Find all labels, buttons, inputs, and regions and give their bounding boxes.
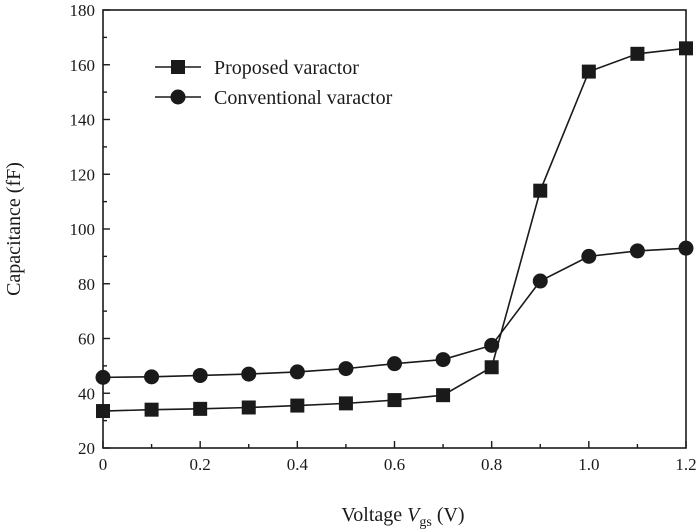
square-marker — [436, 388, 451, 403]
axes: 0 0.2 0.4 0.6 0.8 1.0 1.2 20 40 60 80 100 120 140 160 1… — [70, 1, 697, 474]
square-marker — [241, 400, 256, 415]
circle-marker — [289, 364, 305, 380]
square-marker — [144, 402, 159, 417]
x-axis-title-variable: V — [407, 504, 422, 526]
x-tick-label: 1.0 — [578, 455, 599, 474]
y-axis-title: Capacitance (fF) — [3, 162, 25, 296]
y-tick-label: 80 — [78, 275, 95, 294]
plot-frame — [102, 9, 687, 449]
y-tick-label: 140 — [70, 111, 96, 130]
square-marker — [193, 401, 208, 416]
circle-marker — [144, 369, 160, 385]
square-marker — [338, 396, 353, 411]
y-tick-label: 60 — [78, 330, 95, 349]
legend-marker — [171, 60, 185, 74]
square-marker — [484, 360, 499, 375]
x-tick-label: 0.6 — [384, 455, 405, 474]
x-axis-title-subscript: gs — [419, 515, 431, 530]
x-axis-title: Voltage Vgs (V) — [341, 504, 464, 530]
circle-marker — [241, 366, 257, 382]
legend-label: Conventional varactor — [214, 87, 393, 109]
circle-marker — [338, 361, 354, 377]
legend: Proposed varactor Conventional varactor — [155, 57, 393, 109]
legend-label: Proposed varactor — [214, 57, 359, 79]
circle-marker — [435, 352, 451, 368]
x-axis-title-prefix: Voltage — [341, 504, 407, 526]
x-axis-title-suffix: (V) — [432, 504, 465, 526]
legend-marker — [170, 89, 186, 105]
square-marker — [290, 398, 305, 413]
square-marker — [581, 64, 596, 79]
series-proposed — [96, 41, 693, 419]
legend-item: Proposed varactor — [155, 57, 359, 79]
y-tick-label: 180 — [70, 1, 96, 20]
circle-marker — [678, 240, 694, 256]
circle-marker — [387, 356, 402, 372]
x-tick-label: 0.8 — [481, 455, 502, 474]
x-tick-label: 0.4 — [287, 455, 309, 474]
circle-marker — [95, 369, 111, 385]
x-tick-label: 1.2 — [675, 455, 696, 474]
y-tick-label: 20 — [78, 439, 95, 458]
circle-marker — [484, 337, 500, 353]
y-tick-label: 40 — [78, 384, 95, 403]
square-marker — [679, 41, 693, 56]
x-tick-label: 0 — [99, 455, 108, 474]
y-tick-label: 100 — [70, 220, 96, 239]
circle-marker — [629, 243, 645, 259]
x-tick-label: 0.2 — [190, 455, 211, 474]
circle-marker — [192, 367, 208, 383]
circle-marker — [581, 248, 597, 264]
square-marker — [96, 404, 110, 419]
legend-item: Conventional varactor — [155, 87, 393, 109]
circle-marker — [532, 273, 548, 289]
y-tick-label: 120 — [70, 165, 96, 184]
series-conventional — [95, 240, 694, 385]
square-marker — [533, 183, 548, 198]
square-marker — [387, 393, 402, 408]
series-layer — [95, 41, 694, 419]
y-tick-label: 160 — [70, 56, 96, 75]
square-marker — [630, 46, 645, 61]
